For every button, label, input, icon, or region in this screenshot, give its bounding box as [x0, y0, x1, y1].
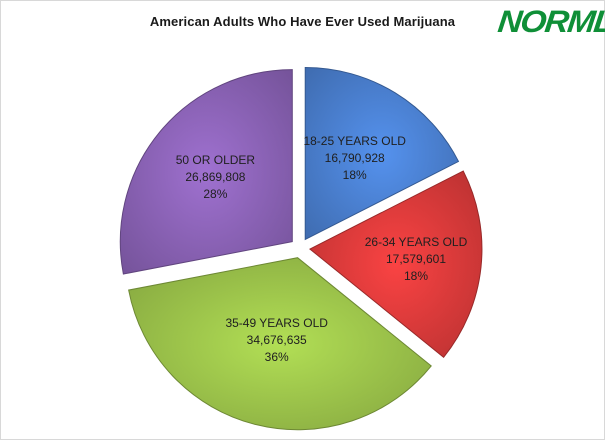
slice-percent-label-1: 18%	[343, 168, 367, 182]
slice-category-label-4: 50 OR OLDER	[176, 153, 256, 167]
slice-value-label-1: 16,790,928	[325, 151, 385, 165]
slice-percent-label-2: 18%	[404, 269, 428, 283]
slice-category-label-1: 18-25 YEARS OLD	[303, 134, 406, 148]
slice-category-label-3: 35-49 YEARS OLD	[225, 316, 328, 330]
chart-title: American Adults Who Have Ever Used Marij…	[149, 14, 456, 29]
slice-category-label-2: 26-34 YEARS OLD	[365, 235, 468, 249]
slice-percent-label-3: 36%	[265, 350, 289, 364]
pie-slice-1	[304, 66, 460, 241]
slice-value-label-2: 17,579,601	[386, 252, 446, 266]
pie-slice-4	[119, 69, 293, 275]
slice-value-label-3: 34,676,635	[247, 333, 307, 347]
pie-slice-2	[309, 170, 483, 358]
pie-slice-3	[128, 257, 432, 431]
slice-value-label-4: 26,869,808	[185, 170, 245, 184]
slice-percent-label-4: 28%	[203, 187, 227, 201]
